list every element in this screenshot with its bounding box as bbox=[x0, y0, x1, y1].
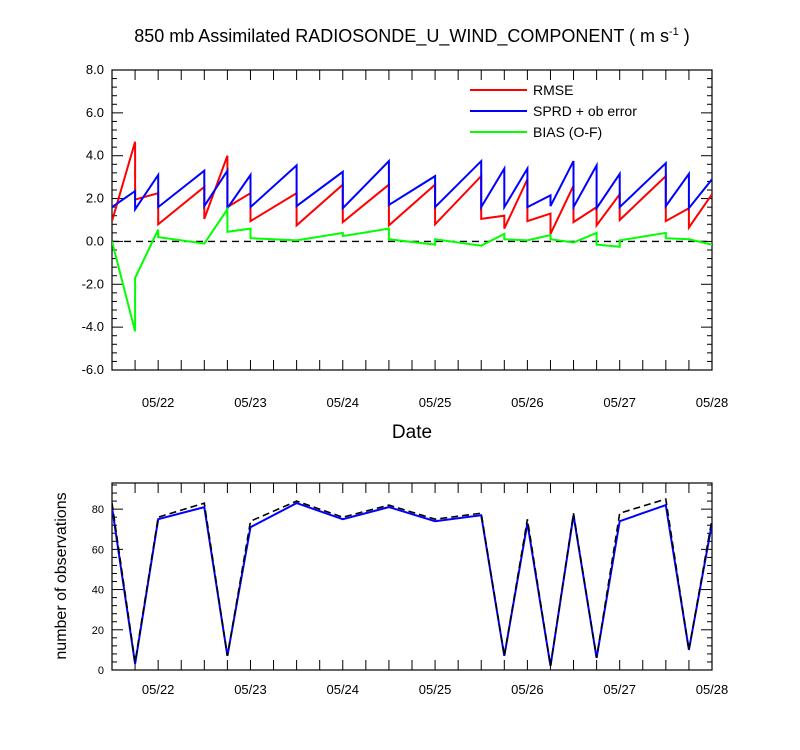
top-xtick-label: 05/26 bbox=[511, 395, 544, 410]
bottom-xtick-label: 05/27 bbox=[603, 682, 636, 697]
top-ytick-label: 4.0 bbox=[86, 148, 104, 163]
top-xtick-label: 05/23 bbox=[234, 395, 267, 410]
bottom-xtick-label: 05/28 bbox=[696, 682, 729, 697]
top-ytick-label: -4.0 bbox=[82, 319, 104, 334]
bottom-plot: 0 20 40 60 80 05/22 05/23 05/24 05/25 05/26 05/27 0… bbox=[92, 482, 729, 697]
top-xtick-label: 05/22 bbox=[142, 395, 175, 410]
top-plot: -6.0 -4.0 -2.0 0.0 2.0 4.0 6.0 8.0 05/22 05/23 05/… bbox=[82, 62, 729, 410]
top-series-group bbox=[112, 141, 712, 332]
bottom-ytick-label: 0 bbox=[98, 665, 104, 677]
legend-label: RMSE bbox=[533, 82, 573, 98]
legend-label: SPRD + ob error bbox=[533, 103, 637, 119]
legend-label: BIAS (O-F) bbox=[533, 124, 602, 140]
top-ytick-label: -2.0 bbox=[82, 276, 104, 291]
bottom-xtick-label: 05/22 bbox=[142, 682, 175, 697]
bottom-ytick-label: 80 bbox=[92, 504, 104, 516]
y-axis-label-bottom: number of observations bbox=[53, 492, 70, 659]
top-ytick-label: 6.0 bbox=[86, 105, 104, 120]
bottom-ytick-label: 40 bbox=[92, 585, 104, 597]
x-axis-label: Date bbox=[392, 422, 432, 443]
bottom-xtick-label: 05/24 bbox=[326, 682, 359, 697]
top-ytick-label: 8.0 bbox=[86, 62, 104, 77]
legend: RMSE SPRD + ob error BIAS (O-F) bbox=[470, 82, 637, 140]
top-xtick-label: 05/27 bbox=[603, 395, 636, 410]
chart-title-end: ) bbox=[679, 26, 690, 46]
top-ytick-label: -6.0 bbox=[82, 362, 104, 377]
bottom-xtick-label: 05/25 bbox=[419, 682, 452, 697]
top-xtick-label: 05/25 bbox=[419, 395, 452, 410]
top-ytick-label: 2.0 bbox=[86, 191, 104, 206]
chart-title: 850 mb Assimilated RADIOSONDE_U_WIND_COM… bbox=[134, 26, 690, 47]
chart-title-text: 850 mb Assimilated RADIOSONDE_U_WIND_COM… bbox=[134, 26, 669, 47]
bottom-xtick-label: 05/26 bbox=[511, 682, 544, 697]
bottom-ytick-label: 60 bbox=[92, 544, 104, 556]
bottom-series-possible bbox=[112, 498, 712, 667]
bottom-xtick-label: 05/23 bbox=[234, 682, 267, 697]
chart-title-sup: -1 bbox=[669, 26, 679, 38]
top-series-rmse bbox=[112, 141, 712, 235]
top-xtick-label: 05/28 bbox=[696, 395, 729, 410]
bottom-series-used bbox=[112, 502, 712, 667]
top-series-sprd-ob-error bbox=[112, 158, 712, 213]
bottom-series-group bbox=[112, 498, 712, 667]
top-series-bias-o-f bbox=[112, 206, 712, 332]
top-xtick-label: 05/24 bbox=[326, 395, 359, 410]
bottom-ytick-label: 20 bbox=[92, 625, 104, 637]
top-ytick-label: 0.0 bbox=[86, 233, 104, 248]
